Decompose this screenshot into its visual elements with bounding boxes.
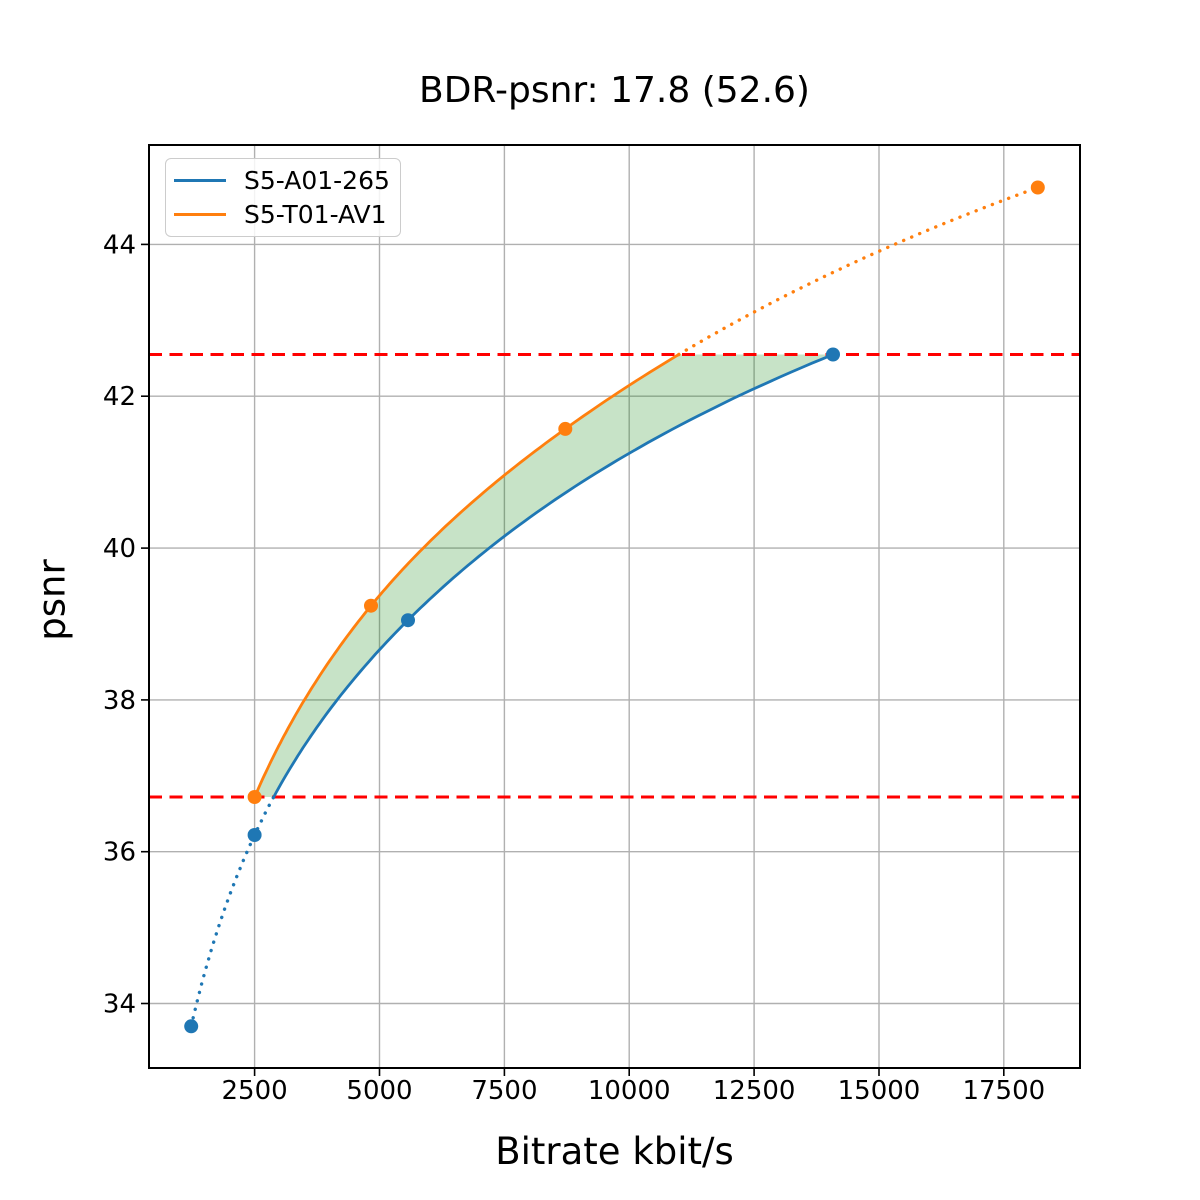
y-tick-label: 36	[103, 838, 136, 868]
chart-title: BDR-psnr: 17.8 (52.6)	[419, 70, 810, 111]
series-dotted-line-S5-A01-265	[189, 795, 276, 1028]
data-point-S5-A01-265	[401, 613, 415, 628]
x-tick-label: 17500	[962, 1076, 1045, 1106]
legend-item: S5-A01-265	[174, 163, 390, 197]
legend-item: S5-T01-AV1	[174, 198, 390, 232]
data-point-S5-T01-AV1	[247, 790, 262, 804]
x-tick-label: 12500	[713, 1076, 796, 1106]
y-tick-label: 34	[103, 990, 136, 1020]
legend-item-label: S5-T01-AV1	[244, 200, 387, 230]
data-point-S5-A01-265	[247, 828, 262, 842]
x-tick-label: 5000	[346, 1076, 412, 1106]
series-dotted-line-S5-T01-AV1	[677, 185, 1040, 357]
x-tick-label: 15000	[838, 1076, 921, 1106]
legend-item-label: S5-A01-265	[244, 165, 390, 195]
y-axis-label: psnr	[30, 559, 74, 641]
y-tick-label: 40	[103, 534, 136, 564]
y-tick-label: 44	[103, 230, 136, 260]
bd-shaded-region	[254, 354, 834, 797]
x-axis-label: Bitrate kbit/s	[495, 1130, 734, 1173]
legend-line-swatch	[174, 213, 226, 217]
data-point-S5-T01-AV1	[558, 421, 573, 436]
data-point-S5-A01-265	[826, 347, 840, 362]
legend-line-swatch	[174, 178, 226, 182]
data-point-S5-T01-AV1	[1030, 180, 1045, 195]
axes-spines	[148, 144, 1081, 1069]
data-point-S5-A01-265	[184, 1019, 199, 1034]
x-tick-label: 2500	[222, 1076, 288, 1106]
x-tick-label: 10000	[588, 1076, 671, 1106]
data-point-S5-T01-AV1	[364, 598, 378, 613]
x-tick-label: 7500	[471, 1076, 537, 1106]
series-line-S5-A01-265	[272, 353, 834, 798]
y-tick-label: 42	[103, 382, 136, 412]
legend: S5-A01-265 S5-T01-AV1	[165, 158, 401, 237]
y-tick-label: 38	[103, 686, 136, 716]
